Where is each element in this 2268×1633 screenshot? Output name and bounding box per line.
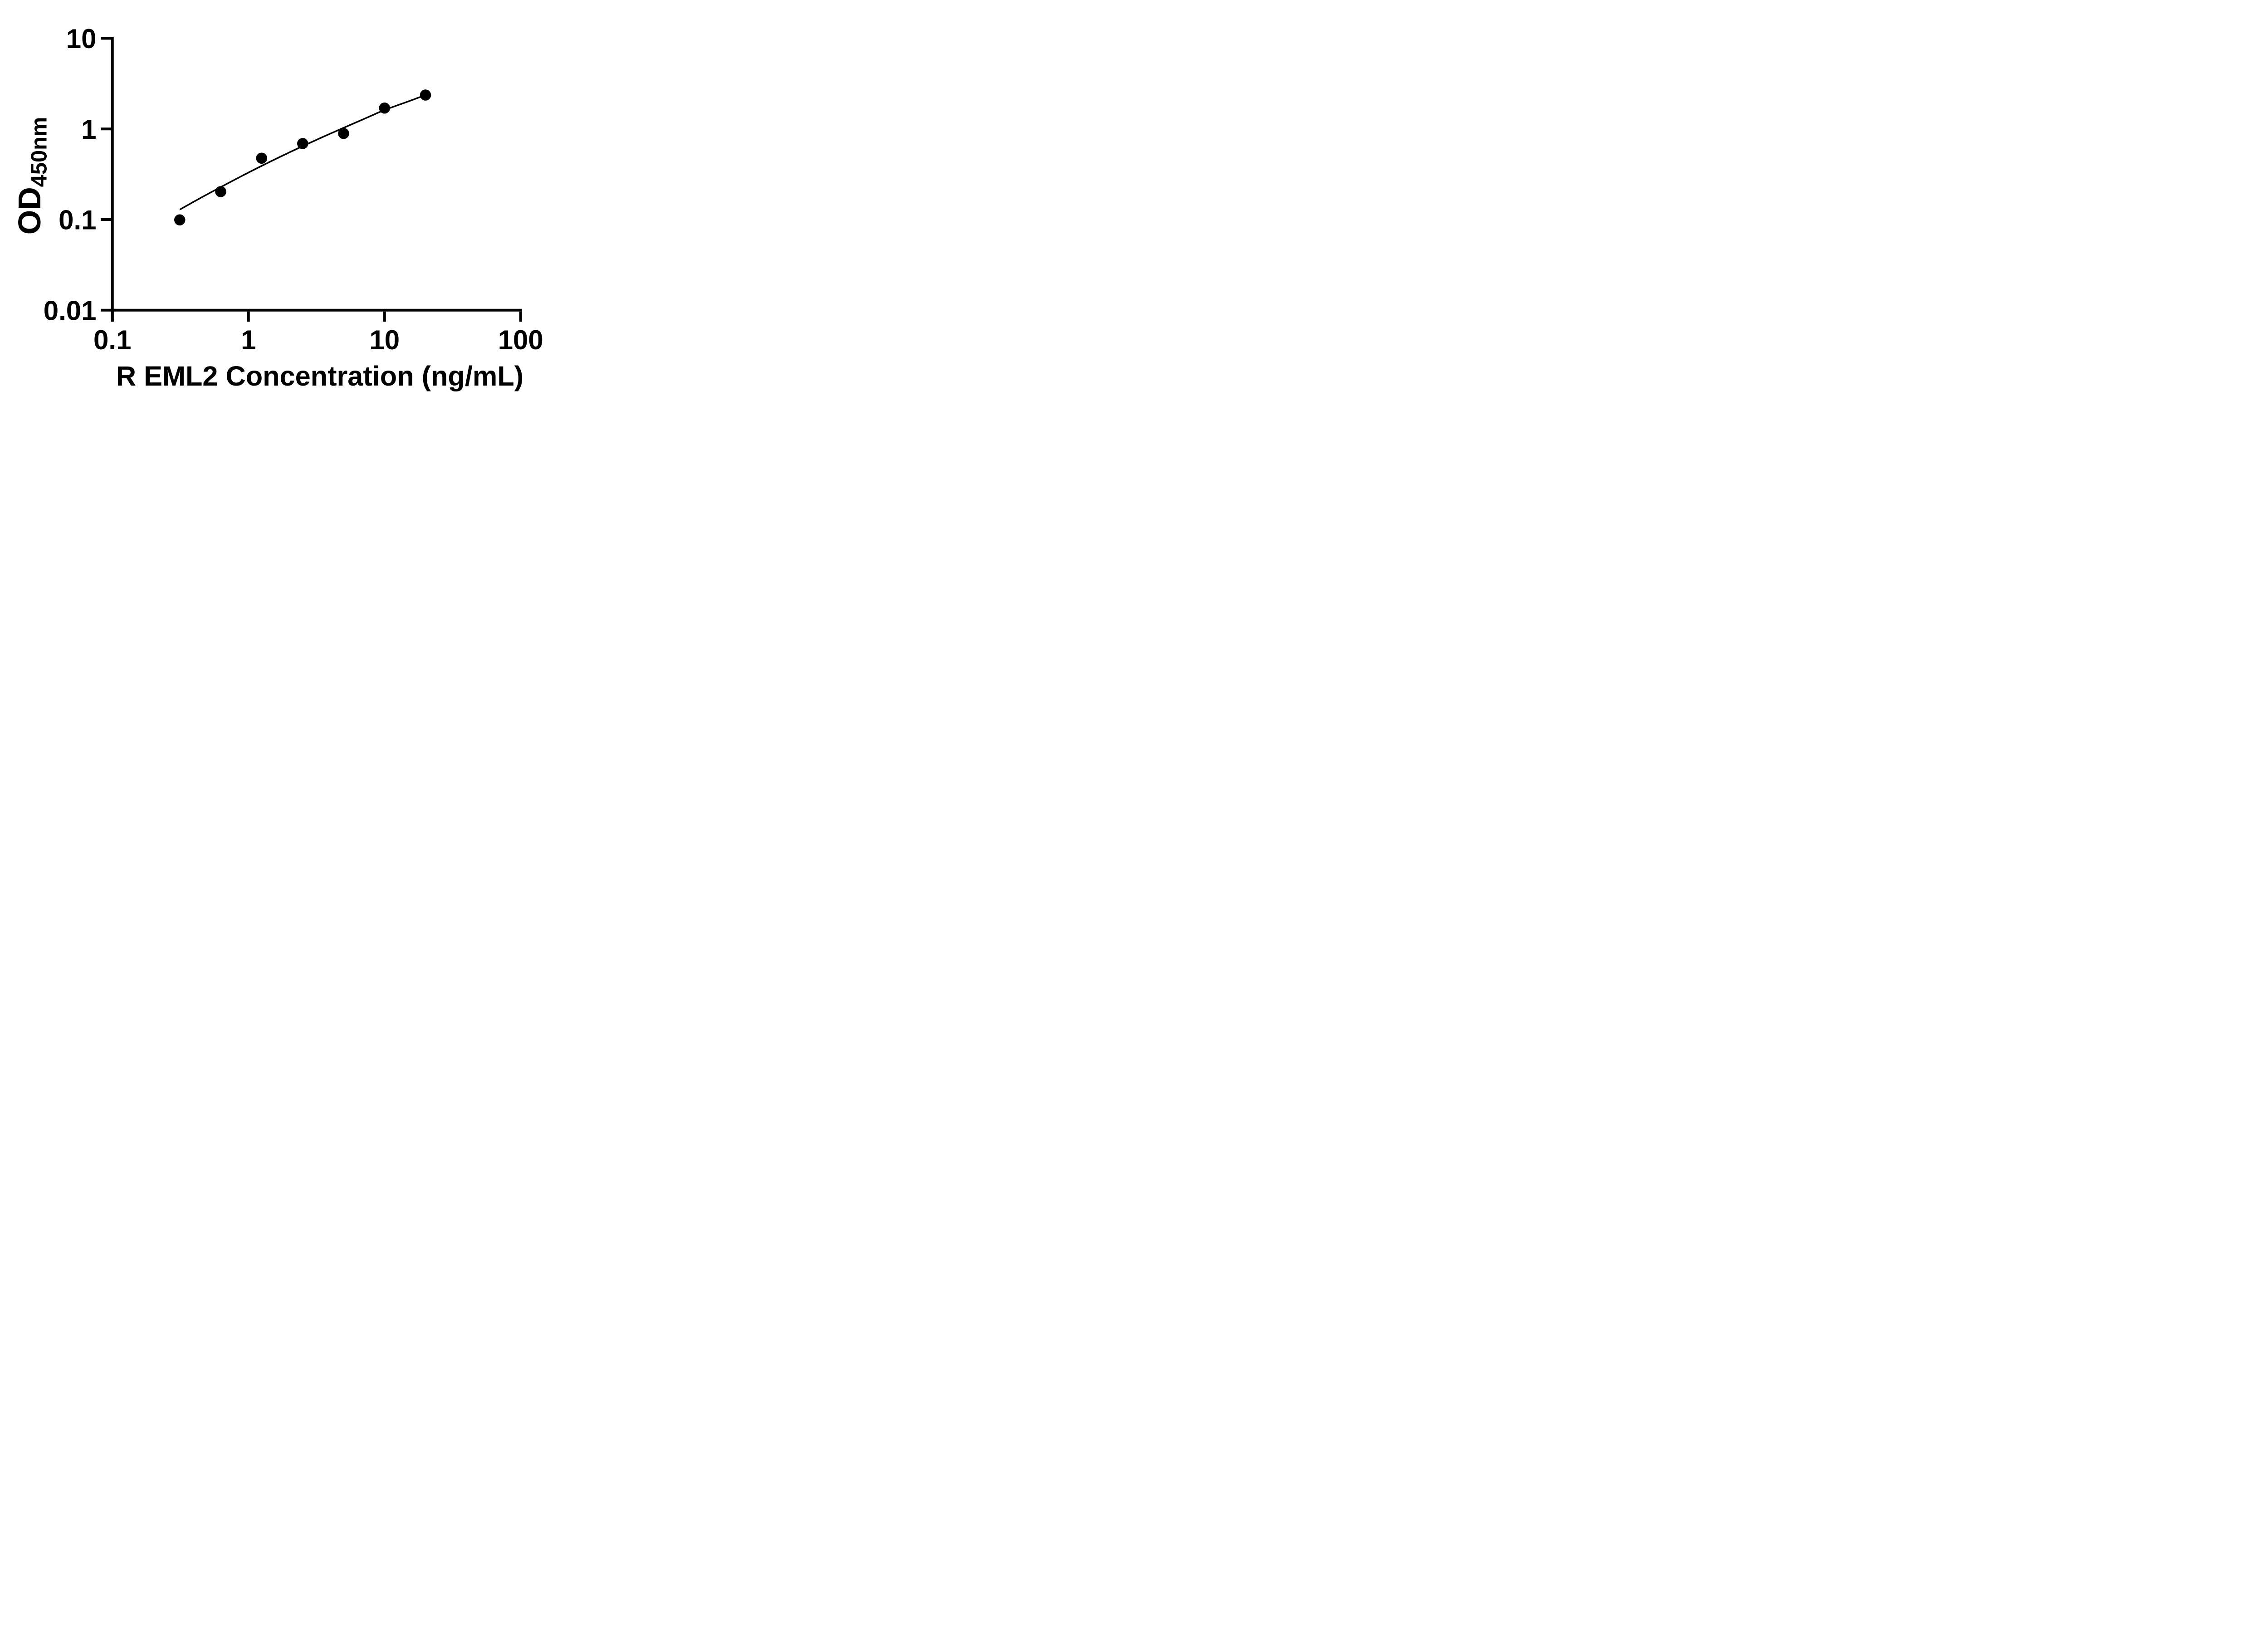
y-tick (101, 308, 111, 312)
y-tick-label: 1 (81, 114, 96, 145)
data-point (420, 89, 431, 101)
axes-layer (111, 37, 522, 322)
data-point (256, 152, 267, 164)
tick-layer (101, 37, 522, 322)
data-point (174, 214, 186, 225)
x-tick (383, 311, 386, 322)
data-point (379, 103, 390, 114)
x-tick (111, 311, 114, 322)
x-tick-label: 0.1 (93, 325, 131, 355)
y-tick-label: 10 (66, 24, 97, 54)
y-axis-line (111, 37, 114, 322)
y-axis-title-sub: 450nm (27, 117, 52, 187)
y-tick (101, 127, 111, 131)
plot-layer (174, 89, 431, 225)
x-axis-line (111, 308, 522, 312)
data-point (297, 138, 308, 149)
x-tick (519, 311, 522, 322)
x-axis-title: R EML2 Concentration (ng/mL) (116, 361, 523, 391)
y-axis-title: OD450nm (12, 117, 52, 235)
elisa-standard-curve-figure: 10 1 0.1 0.01 0.1 1 10 100 R EML2 Concentration… (0, 0, 583, 408)
data-point (338, 128, 349, 139)
data-point (215, 186, 226, 197)
x-tick-label: 1 (241, 325, 256, 355)
y-tick (101, 37, 111, 40)
y-tick (101, 218, 111, 221)
y-axis-title-main: OD (12, 187, 47, 235)
y-tick-label: 0.1 (59, 205, 96, 235)
x-tick-label: 10 (369, 325, 400, 355)
x-tick (247, 311, 250, 322)
y-tick-label: 0.01 (44, 295, 97, 326)
x-tick-label: 100 (498, 325, 543, 355)
